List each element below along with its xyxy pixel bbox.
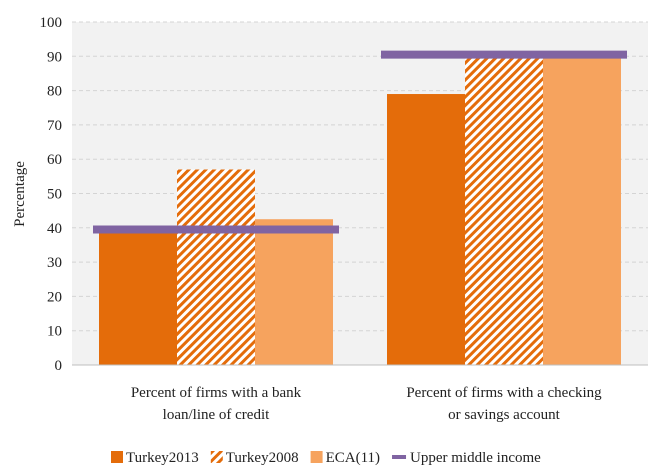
legend-swatch <box>210 451 223 463</box>
bar-turkey2013 <box>387 94 465 365</box>
y-tick-label: 60 <box>47 152 62 168</box>
bars <box>99 51 621 366</box>
y-tick-label: 90 <box>47 49 62 65</box>
category-label: or savings account <box>448 407 560 423</box>
reference-markers <box>93 50 627 234</box>
y-tick-label: 0 <box>55 358 63 374</box>
legend-label: Turkey2008 <box>226 450 299 466</box>
category-label: loan/line of credit <box>163 407 270 423</box>
bar-turkey2013 <box>99 232 177 365</box>
legend-swatch <box>111 451 123 463</box>
bar-turkey2008 <box>465 56 543 366</box>
y-axis-title: Percentage <box>12 161 28 227</box>
legend-label: Turkey2013 <box>126 450 199 466</box>
y-tick-labels: 0 10 20 30 40 50 60 70 80 90 100 <box>40 15 63 374</box>
y-tick-label: 20 <box>47 289 62 305</box>
y-tick-label: 30 <box>47 255 62 271</box>
bar-eca-11- <box>543 51 621 365</box>
bar-eca-11- <box>255 219 333 365</box>
legend-swatch <box>310 451 323 463</box>
y-tick-label: 40 <box>47 221 62 237</box>
y-tick-label: 50 <box>47 187 62 203</box>
y-tick-label: 70 <box>47 118 62 134</box>
legend-label: ECA(11) <box>326 450 380 466</box>
category-label: Percent of firms with a bank <box>131 385 302 401</box>
legend-label: Upper middle income <box>410 450 541 466</box>
y-tick-label: 80 <box>47 84 62 100</box>
bar-turkey2008 <box>177 169 255 365</box>
category-label: Percent of firms with a checking <box>406 385 602 401</box>
legend: Turkey2013 Turkey2008 ECA(11) Upper middle … <box>111 450 541 466</box>
category-labels: Percent of firms with a bank loan/line of… <box>131 385 602 423</box>
y-tick-label: 10 <box>47 324 62 340</box>
y-tick-label: 100 <box>40 15 63 31</box>
